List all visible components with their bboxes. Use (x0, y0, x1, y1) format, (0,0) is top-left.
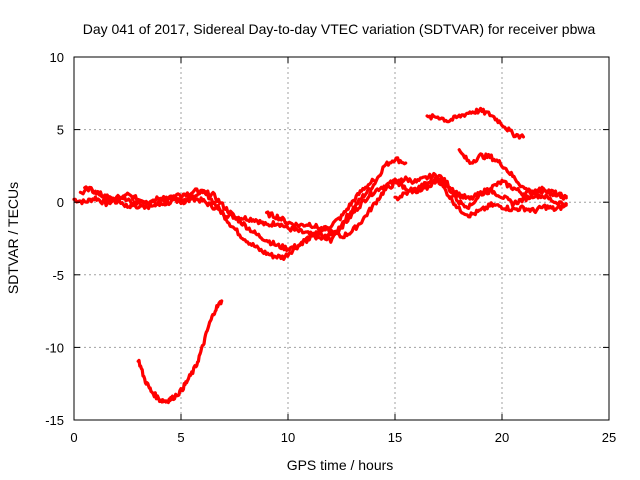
y-axis-title: SDTVAR / TECUs (5, 182, 21, 294)
series-line-track-6 (393, 177, 568, 210)
x-tick-label: 15 (388, 430, 402, 445)
x-tick-label: 25 (602, 430, 616, 445)
x-tick-label: 20 (495, 430, 509, 445)
plot-frame (73, 56, 610, 421)
series-line-track-5 (393, 176, 568, 219)
series-line-track-2 (78, 177, 403, 261)
chart-title: Day 041 of 2017, Sidereal Day-to-day VTE… (83, 21, 596, 37)
series-line-track-4 (265, 171, 568, 240)
axis-ticks (73, 56, 610, 421)
y-tick-label: 5 (57, 123, 64, 138)
x-tick-label: 5 (177, 430, 184, 445)
series-line-track-8 (425, 106, 526, 140)
series-group (72, 106, 568, 405)
y-tick-label: -10 (45, 340, 64, 355)
x-axis-title: GPS time / hours (287, 457, 394, 473)
y-tick-label: -5 (52, 268, 64, 283)
x-tick-label: 10 (281, 430, 295, 445)
y-tick-label: -15 (45, 413, 64, 428)
tick-labels: 0 5 10 15 20 25 -15 -10 -5 0 5 10 (45, 50, 616, 445)
series-line-track-7 (457, 148, 568, 200)
y-tick-label: 0 (57, 195, 64, 210)
series-line-track-9 (136, 299, 224, 405)
y-tick-label: 10 (50, 50, 64, 65)
x-tick-label: 0 (70, 430, 77, 445)
